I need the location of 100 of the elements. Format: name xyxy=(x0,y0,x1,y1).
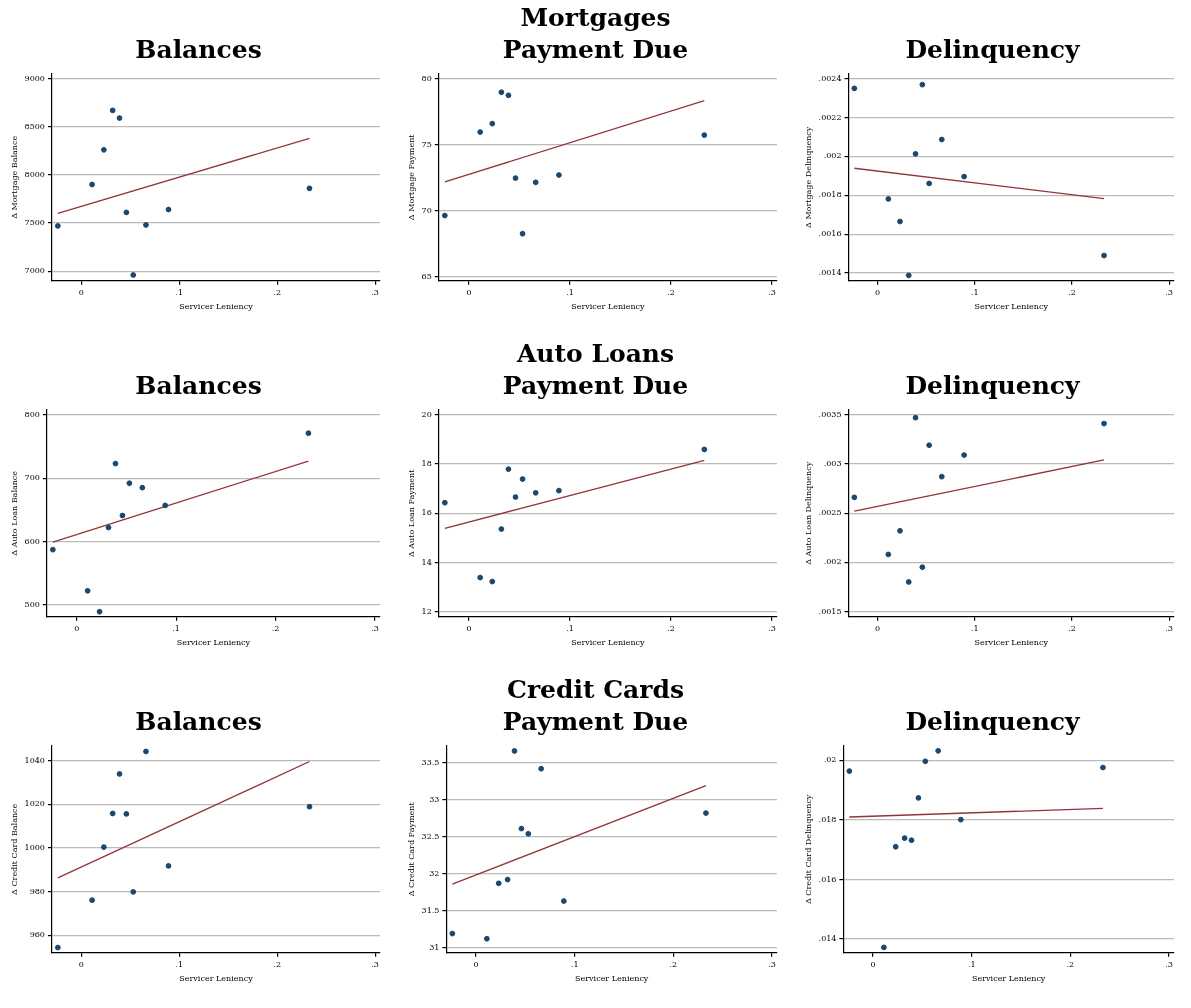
y-tick-label: 20 xyxy=(421,409,432,419)
x-tick-label: .1 xyxy=(565,287,574,297)
x-tick-label: .3 xyxy=(767,959,776,969)
x-axis-title: Servicer Leniency xyxy=(176,638,251,648)
x-tick-label: .1 xyxy=(967,959,976,969)
x-tick-label: .1 xyxy=(171,623,180,633)
y-tick-label: 700 xyxy=(24,473,40,483)
y-tick-label: 960 xyxy=(29,930,45,940)
x-tick-label: .3 xyxy=(370,959,379,969)
x-tick-label: .1 xyxy=(970,287,979,297)
y-tick-label: .016 xyxy=(818,874,836,884)
y-tick-label: 16 xyxy=(421,508,432,518)
x-tick-label: 0 xyxy=(78,287,84,297)
y-tick-label: 9000 xyxy=(24,73,45,83)
y-tick-label: 980 xyxy=(29,886,45,896)
y-tick-label: .014 xyxy=(818,934,836,944)
x-tick-label: .1 xyxy=(174,959,183,969)
y-axis-title: Δ Auto Loan Balance xyxy=(9,470,19,556)
x-axis-title: Servicer Leniency xyxy=(178,974,253,984)
x-tick-label: 0 xyxy=(869,959,876,969)
y-tick-label: .0024 xyxy=(818,73,841,83)
x-tick-label: 0 xyxy=(78,959,84,969)
x-tick-label: .2 xyxy=(1067,287,1076,297)
chart-title: Balances xyxy=(135,34,262,66)
x-tick-label: .3 xyxy=(370,623,379,633)
y-tick-label: 14 xyxy=(421,557,432,567)
x-tick-label: 0 xyxy=(472,959,479,969)
chart-title: Balances xyxy=(135,370,262,402)
y-axis-title: Δ Credit Card Payment xyxy=(406,801,416,897)
y-tick-label: 7500 xyxy=(24,218,45,228)
y-tick-label: 600 xyxy=(24,536,40,546)
y-tick-label: .0025 xyxy=(818,508,841,518)
y-tick-label: .002 xyxy=(823,557,841,567)
y-tick-label: 7000 xyxy=(24,266,45,276)
y-tick-label: 80 xyxy=(421,74,432,84)
chart-title: Mortgages xyxy=(520,2,671,34)
y-axis-title: Δ Mortgage Balance xyxy=(9,135,19,219)
y-axis-title: Δ Credit Card Delinquency xyxy=(803,794,813,904)
y-tick-label: 70 xyxy=(421,206,432,215)
x-tick-label: .3 xyxy=(1164,959,1173,969)
x-tick-label: .2 xyxy=(272,287,281,297)
x-tick-label: 0 xyxy=(73,623,79,633)
y-axis-title: Δ Auto Loan Payment xyxy=(406,468,416,558)
x-tick-label: .1 xyxy=(174,287,183,297)
y-tick-label: .002 xyxy=(823,151,841,161)
y-tick-label: 800 xyxy=(24,409,40,419)
x-axis-title: Servicer Leniency xyxy=(574,974,649,984)
chart-title: Delinquency xyxy=(905,706,1080,738)
x-axis-title: Servicer Leniency xyxy=(974,638,1048,648)
y-tick-label: 1040 xyxy=(24,755,45,765)
x-tick-label: .3 xyxy=(1164,287,1173,297)
x-tick-label: .2 xyxy=(666,623,675,633)
x-tick-label: .1 xyxy=(970,623,979,633)
x-tick-label: .3 xyxy=(767,287,776,297)
chart-title: Balances xyxy=(135,706,262,738)
y-tick-label: 31 xyxy=(428,942,439,952)
chart-subtitle: Payment Due xyxy=(502,34,689,66)
x-axis-title: Servicer Leniency xyxy=(974,302,1048,312)
x-tick-label: .2 xyxy=(1067,623,1076,633)
y-tick-label: .003 xyxy=(823,458,841,468)
chart-title: Delinquency xyxy=(905,34,1080,66)
y-tick-label: 12 xyxy=(421,606,432,616)
x-axis-title: Servicer Leniency xyxy=(971,974,1046,984)
y-tick-label: 8000 xyxy=(24,169,45,179)
y-tick-label: 65 xyxy=(421,271,432,281)
chart-title: Credit Cards xyxy=(506,674,685,706)
y-tick-label: .0015 xyxy=(818,606,841,616)
x-axis-title: Servicer Leniency xyxy=(570,638,645,648)
chart-subtitle: Payment Due xyxy=(502,370,689,402)
y-tick-label: .02 xyxy=(823,755,836,765)
x-tick-label: 0 xyxy=(874,623,880,633)
y-axis-title: Δ Credit Card Balance xyxy=(9,803,19,895)
chart-subtitle: Payment Due xyxy=(502,706,689,738)
x-tick-label: .2 xyxy=(666,287,675,297)
x-axis-title: Servicer Leniency xyxy=(570,302,645,312)
y-axis-title: Δ Auto Loan Delinquency xyxy=(803,461,813,565)
x-tick-label: .2 xyxy=(669,959,677,969)
x-tick-label: 0 xyxy=(466,623,472,633)
y-tick-label: .0014 xyxy=(818,268,841,278)
x-axis-title: Servicer Leniency xyxy=(178,302,253,312)
y-tick-label: 500 xyxy=(24,599,40,609)
x-tick-label: .2 xyxy=(1066,959,1074,969)
y-tick-label: 33.5 xyxy=(421,757,439,767)
x-tick-label: 0 xyxy=(874,287,880,297)
y-tick-label: 18 xyxy=(421,459,432,469)
y-tick-label: .0035 xyxy=(818,409,841,419)
x-tick-label: .3 xyxy=(1164,623,1173,633)
y-tick-label: 1020 xyxy=(24,799,45,809)
x-tick-label: .2 xyxy=(271,623,279,633)
y-tick-label: .0018 xyxy=(818,190,841,200)
y-tick-label: 32.5 xyxy=(421,831,439,841)
x-tick-label: .3 xyxy=(370,287,379,297)
chart-title: Auto Loans xyxy=(516,338,675,370)
x-tick-label: .1 xyxy=(570,959,579,969)
y-axis-title: Δ Mortgage Delinquency xyxy=(803,126,813,228)
x-tick-label: 0 xyxy=(466,287,472,297)
x-tick-label: .2 xyxy=(272,959,281,969)
y-tick-label: 8500 xyxy=(24,121,45,131)
y-tick-label: 31.5 xyxy=(421,905,439,915)
y-tick-label: .0016 xyxy=(818,229,841,239)
